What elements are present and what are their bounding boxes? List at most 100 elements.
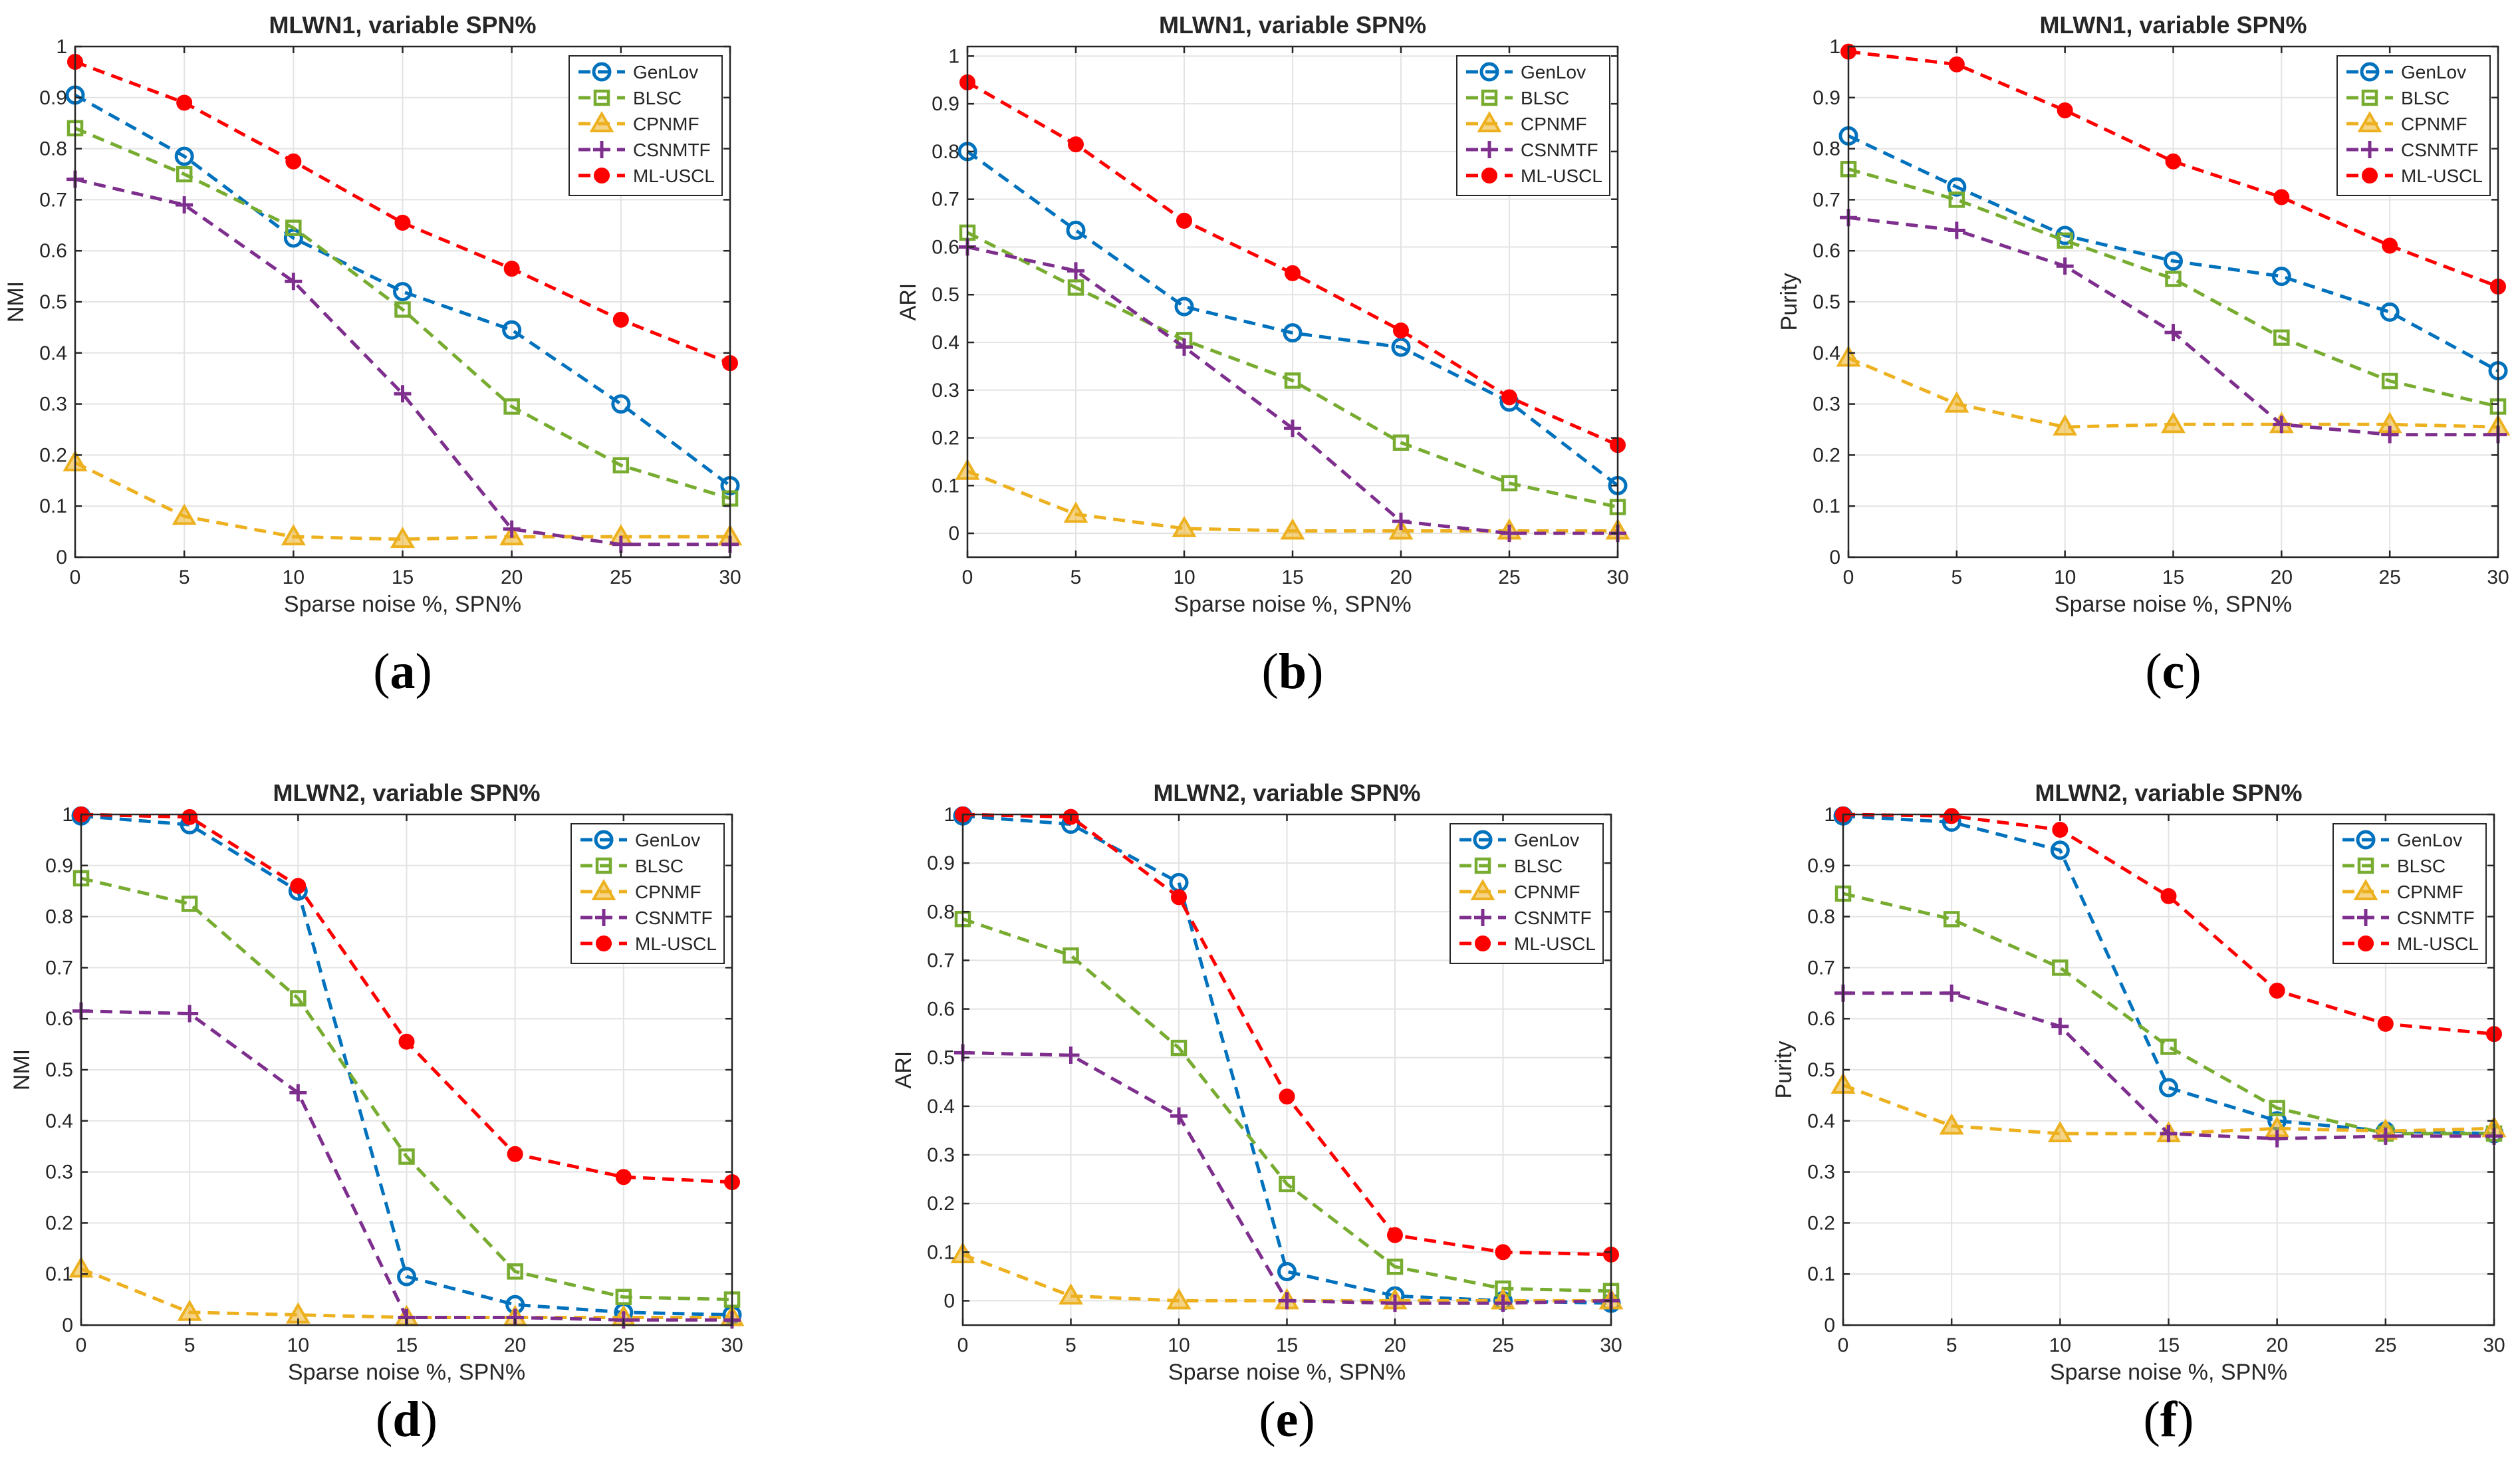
legend-label: CSNMTF <box>1514 908 1592 928</box>
legend-marker <box>595 909 612 926</box>
x-axis-label: Sparse noise %, SPN% <box>284 592 521 617</box>
data-point <box>1066 220 1086 240</box>
data-point <box>398 1033 415 1050</box>
y-tick-label: 0.9 <box>45 855 73 877</box>
chart-title: MLWN1, variable SPN% <box>2039 11 2307 39</box>
data-point <box>1062 1047 1080 1064</box>
data-point <box>2053 414 2078 436</box>
legend-label: ML-USCL <box>635 933 717 954</box>
y-tick-label: 0.3 <box>1807 1162 1835 1183</box>
data-point <box>181 1005 199 1023</box>
data-point <box>1943 984 1961 1002</box>
legend-label: GenLov <box>1514 830 1579 850</box>
y-tick-label: 0.6 <box>45 1008 73 1030</box>
data-point <box>285 219 302 236</box>
y-tick-label: 0.2 <box>45 1212 73 1234</box>
legend-marker <box>1477 110 1502 132</box>
data-point <box>2377 1015 2394 1032</box>
data-point <box>1280 518 1305 540</box>
data-point <box>285 273 303 291</box>
panel-caption: (d) <box>376 1392 438 1447</box>
y-tick-label: 0.6 <box>927 999 955 1021</box>
y-tick-label: 0.7 <box>932 189 959 211</box>
series-cpnmf <box>955 458 1630 540</box>
legend-marker <box>589 110 614 132</box>
x-tick-label: 5 <box>1946 1334 1957 1356</box>
y-tick-label: 0.1 <box>45 1263 73 1285</box>
x-tick-label: 10 <box>287 1334 309 1356</box>
data-point <box>1393 322 1409 339</box>
y-tick-label: 0.3 <box>1813 394 1840 416</box>
legend-label: CPNMF <box>2397 882 2463 902</box>
y-tick-label: 0.3 <box>39 394 67 416</box>
x-tick-label: 25 <box>610 566 632 588</box>
data-point <box>2057 102 2073 118</box>
series-line <box>1848 167 2499 408</box>
data-point <box>398 1148 415 1165</box>
data-point <box>1166 1288 1192 1310</box>
data-point <box>2160 1125 2178 1142</box>
chart-title: MLWN1, variable SPN% <box>269 11 536 39</box>
legend-label: CPNMF <box>635 882 701 902</box>
panel-caption: (e) <box>1259 1392 1315 1447</box>
x-tick-label: 30 <box>1600 1334 1622 1356</box>
data-point <box>2268 1130 2286 1148</box>
y-tick-label: 1 <box>1824 804 1835 826</box>
data-point <box>397 1267 416 1287</box>
y-tick-label: 0.6 <box>1807 1008 1835 1030</box>
data-point <box>281 524 306 546</box>
data-point <box>2382 237 2398 254</box>
y-tick-label: 0.2 <box>39 444 67 466</box>
y-tick-label: 0.9 <box>927 852 955 874</box>
x-tick-label: 5 <box>1951 566 1962 588</box>
y-tick-label: 0.4 <box>927 1096 955 1118</box>
legend-marker <box>1473 830 1493 850</box>
data-point <box>2047 1120 2073 1142</box>
data-point <box>2164 324 2182 342</box>
y-tick-label: 0.4 <box>39 342 67 364</box>
y-tick-label: 0.8 <box>45 906 73 928</box>
y-tick-label: 0 <box>948 523 959 545</box>
x-tick-label: 0 <box>1838 1334 1849 1356</box>
legend-label: CSNMTF <box>2397 908 2475 928</box>
y-tick-label: 1 <box>62 804 73 826</box>
legend-label: CPNMF <box>1521 114 1587 134</box>
x-tick-label: 20 <box>504 1334 526 1356</box>
data-point <box>1176 212 1192 229</box>
y-tick-label: 0.2 <box>1807 1212 1835 1234</box>
x-tick-label: 5 <box>1070 566 1082 588</box>
y-tick-label: 0.1 <box>1807 1263 1835 1285</box>
series-cpnmf <box>1836 345 2511 436</box>
panel-caption-letter: f <box>2160 1392 2178 1447</box>
legend-label: GenLov <box>633 62 698 82</box>
data-point <box>2271 267 2291 287</box>
data-point <box>2380 302 2400 322</box>
legend-label: ML-USCL <box>633 166 715 186</box>
y-tick-label: 0.1 <box>932 475 959 497</box>
data-point <box>2273 189 2290 205</box>
x-tick-label: 0 <box>1843 566 1854 588</box>
data-point <box>2381 372 2398 390</box>
data-point <box>1277 1262 1297 1282</box>
data-point <box>2160 888 2177 904</box>
data-point <box>2381 426 2399 443</box>
y-tick-label: 0.1 <box>39 495 67 517</box>
data-point <box>2165 271 2182 287</box>
y-tick-label: 0.1 <box>927 1241 955 1263</box>
data-point <box>502 320 522 340</box>
chart-title: MLWN1, variable SPN% <box>1159 11 1426 39</box>
data-point <box>507 1146 523 1162</box>
data-point <box>181 896 198 912</box>
data-point <box>174 146 194 166</box>
y-tick-label: 1 <box>1829 36 1840 58</box>
y-axis-label: NMI <box>3 281 29 322</box>
y-tick-label: 0.7 <box>45 957 73 979</box>
legend: GenLov BLSC CPNMF CSNMTF ML-USCL <box>568 55 723 196</box>
data-point <box>1284 372 1301 389</box>
data-point <box>2052 959 2069 976</box>
x-tick-label: 5 <box>179 566 190 588</box>
x-tick-label: 15 <box>1281 566 1303 588</box>
legend-marker <box>2361 89 2378 106</box>
data-point <box>612 311 629 328</box>
x-tick-label: 15 <box>1276 1334 1298 1356</box>
